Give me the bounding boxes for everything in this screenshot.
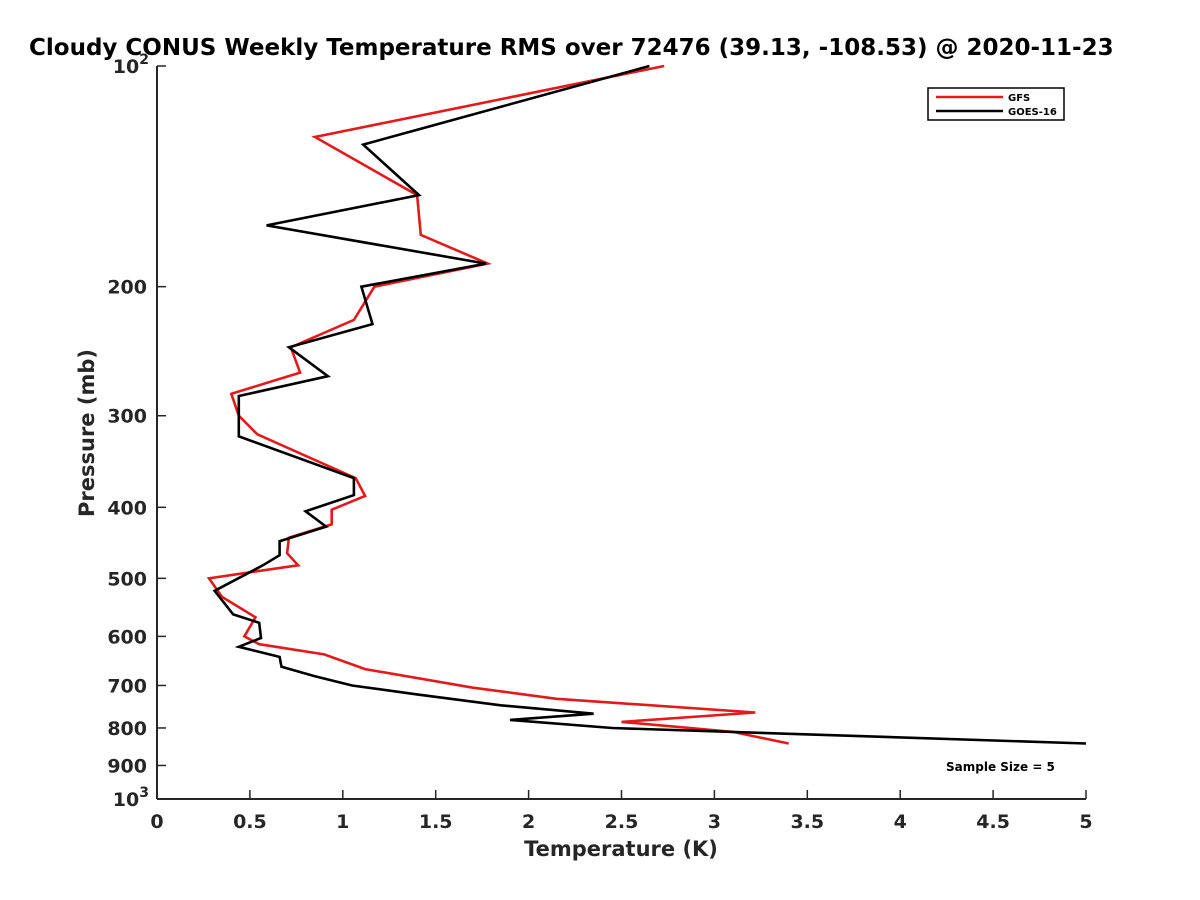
legend-label-goes16: GOES-16 bbox=[1008, 107, 1057, 118]
y-tick-base: 10 bbox=[113, 789, 139, 811]
x-tick-label: 5 bbox=[1079, 811, 1092, 833]
y-tick-exponent: 2 bbox=[139, 52, 149, 68]
x-tick-label: 4.5 bbox=[976, 811, 1010, 833]
legend-box bbox=[927, 87, 1065, 121]
plot-area bbox=[156, 66, 1086, 800]
x-tick-label: 1.5 bbox=[419, 811, 453, 833]
sample-size-annotation: Sample Size = 5 bbox=[946, 760, 1055, 774]
y-tick-base: 10 bbox=[113, 56, 139, 78]
y-tick-label: 500 bbox=[107, 568, 147, 590]
legend: GFS GOES-16 bbox=[927, 87, 1065, 121]
x-axis-ticks: 0 0.5 1 1.5 2 2.5 3 3.5 4 4.5 5 bbox=[150, 790, 1093, 833]
y-tick-label: 103 bbox=[113, 785, 149, 811]
y-tick-label: 800 bbox=[107, 718, 147, 740]
x-tick-label: 0.5 bbox=[233, 811, 267, 833]
y-tick-label: 400 bbox=[107, 497, 147, 519]
x-tick-label: 3.5 bbox=[790, 811, 824, 833]
y-tick-label: 300 bbox=[107, 406, 147, 428]
y-axis-label: Pressure (mb) bbox=[75, 349, 99, 517]
x-tick-label: 4 bbox=[894, 811, 907, 833]
y-tick-label: 600 bbox=[107, 626, 147, 648]
x-tick-label: 2 bbox=[522, 811, 535, 833]
series-line-goes16 bbox=[212, 64, 1087, 745]
legend-label-gfs: GFS bbox=[1008, 93, 1030, 104]
y-tick-label: 900 bbox=[107, 755, 147, 777]
y-tick-exponent: 3 bbox=[139, 785, 149, 801]
x-tick-label: 2.5 bbox=[605, 811, 639, 833]
x-axis-label: Temperature (K) bbox=[524, 837, 718, 861]
y-tick-label: 700 bbox=[107, 675, 147, 697]
x-tick-label: 0 bbox=[150, 811, 163, 833]
series-line-gfs bbox=[206, 64, 789, 745]
x-tick-label: 1 bbox=[336, 811, 349, 833]
series-layer bbox=[206, 64, 1087, 745]
y-tick-label: 200 bbox=[107, 277, 147, 299]
chart-title: Cloudy CONUS Weekly Temperature RMS over… bbox=[29, 35, 1114, 61]
y-tick-label: 102 bbox=[113, 52, 149, 78]
x-tick-label: 3 bbox=[708, 811, 721, 833]
